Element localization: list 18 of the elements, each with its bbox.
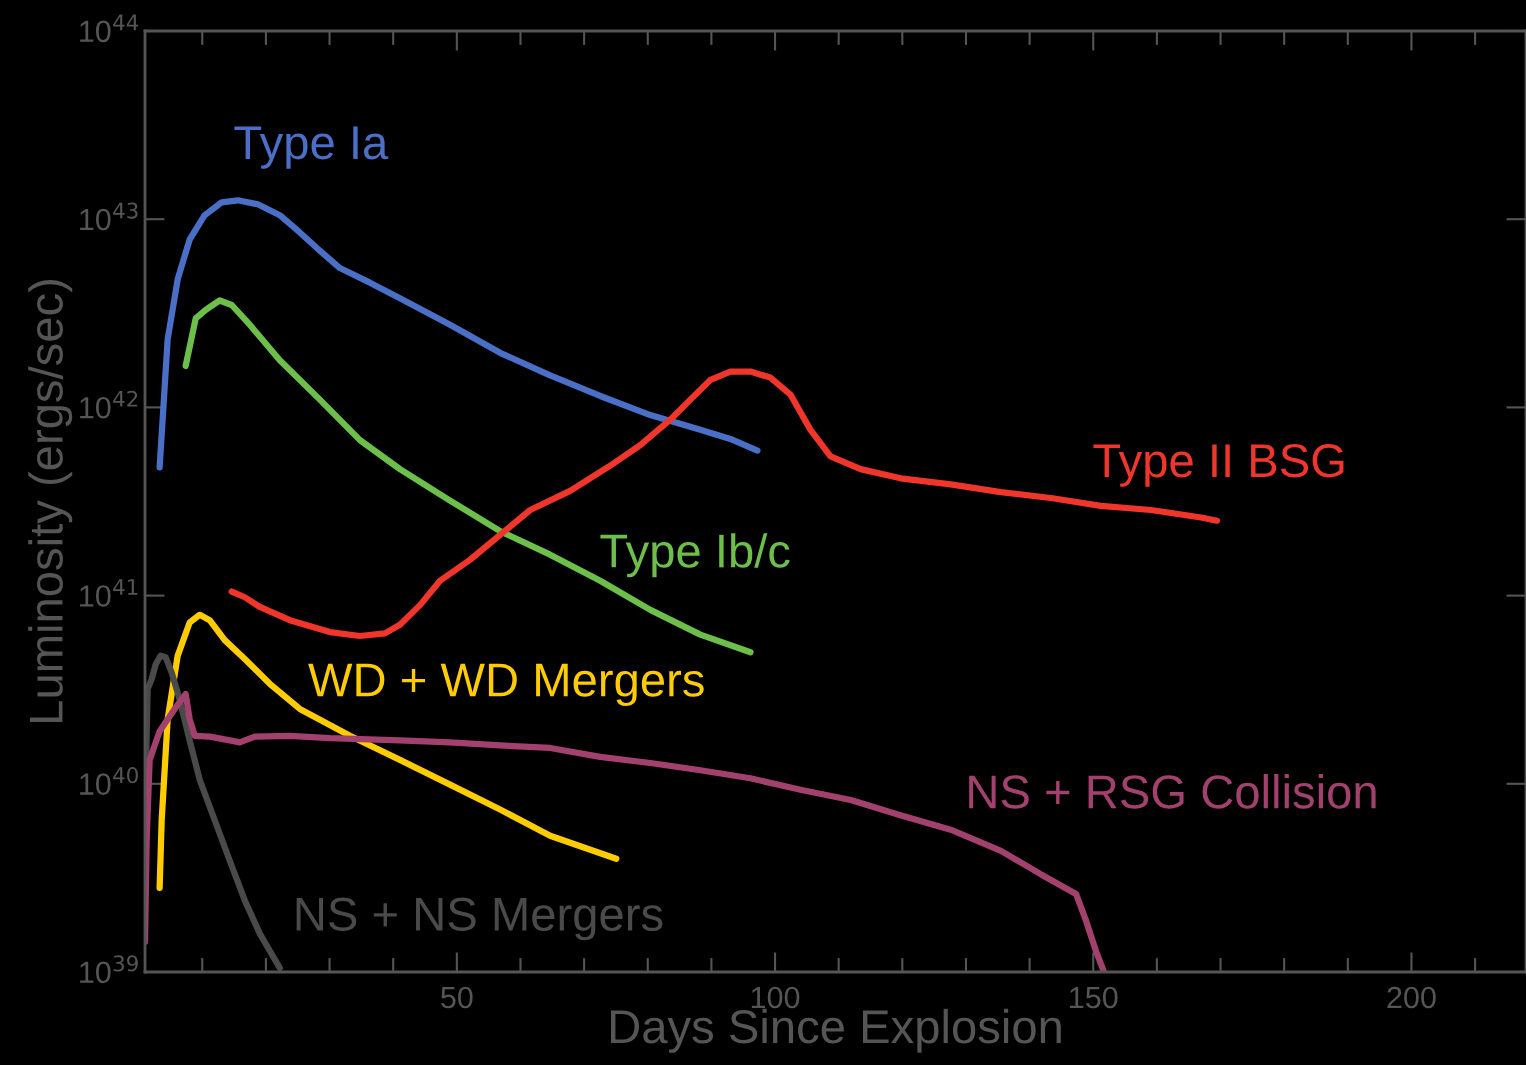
series-label: Type II BSG (1093, 444, 1344, 487)
x-tick-label: 200 (1387, 986, 1436, 1009)
x-tick-label: 50 (441, 986, 473, 1009)
series-label: WD + WD Mergers (308, 663, 704, 707)
y-tick-label: 10$^{39}$ (80, 955, 138, 984)
series-label: Type Ia (234, 126, 389, 169)
y-tick-label: 10$^{40}$ (80, 767, 138, 795)
series-label: Type Ib/c (600, 533, 790, 578)
y-tick-label: 10$^{42}$ (80, 390, 138, 419)
x-tick-label: 150 (1070, 986, 1118, 1009)
x-tick-label: 100 (751, 986, 800, 1009)
y-tick-label: 10$^{44}$ (80, 14, 139, 43)
y-axis-title: Luminosity (ergs/sec) (28, 280, 73, 722)
series-label: NS + RSG Collision (969, 774, 1376, 809)
series-label: NS + NS Mergers (296, 897, 663, 941)
y-tick-label: 10$^{43}$ (80, 202, 138, 231)
y-tick-label: 10$^{41}$ (80, 579, 138, 607)
x-axis-title: Days Since Explosion (611, 1008, 1061, 1053)
